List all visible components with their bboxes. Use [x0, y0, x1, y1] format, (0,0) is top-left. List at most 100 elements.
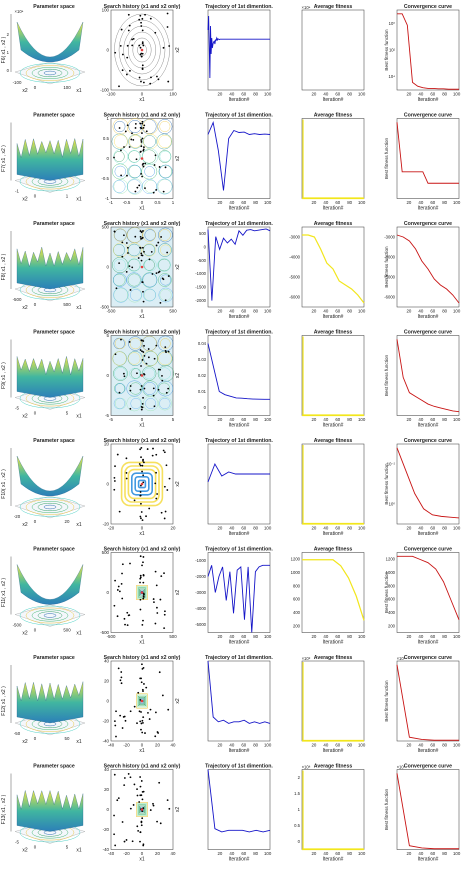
surface-tick: 0 [34, 85, 37, 90]
search-point [142, 148, 145, 151]
surface-z-label: F12( x1 , x2 ) [1, 686, 7, 716]
surface-z-label: F13( x1 , x2 ) [1, 794, 7, 824]
search-point [113, 720, 116, 723]
search-history-plot: -100 0 100 -100 0 100 x1 x2 [100, 8, 181, 104]
surface-z-tick: 2 [7, 32, 10, 37]
search-ylabel: x2 [175, 807, 181, 813]
convergence-plot: 20 40 60 80 100 Iteration# -6000 -5000 -4000 -300… [384, 226, 461, 320]
iter-tick: 60 [430, 634, 435, 639]
search-xtick: 20 [171, 526, 176, 531]
search-point [141, 246, 144, 249]
search-xlabel: x1 [139, 97, 145, 103]
col-title: Search history (x1 and x2 only) [104, 221, 181, 227]
search-point [134, 127, 137, 129]
surface-plot: F13( x1 , x2 ) x2 x1 -5 0 5 [1, 773, 86, 854]
search-point [125, 839, 128, 841]
trajectory-plot: 20 40 60 80 100 Iteration# 0 0.01 0.02 0.03 0.04 [198, 335, 272, 429]
row-F11: Parameter space Search history (x1 and x2… [1, 547, 461, 646]
search-xtick: 0 [141, 417, 144, 422]
iter-label: Iteration# [323, 531, 344, 537]
search-point [123, 375, 126, 378]
iter-tick: 80 [442, 200, 447, 205]
iter-tick: 40 [418, 526, 423, 531]
search-point [113, 156, 115, 159]
search-point [118, 590, 121, 593]
search-point [155, 584, 158, 587]
search-ytick: -5 [105, 413, 109, 418]
search-xtick: -20 [108, 526, 115, 531]
surface-z-label: F8( x1 , x2 ) [1, 253, 7, 280]
surface-tick: -1 [15, 189, 19, 194]
iter-tick: 100 [264, 526, 272, 531]
search-xtick: 20 [155, 743, 160, 748]
search-point [138, 44, 141, 47]
iter-tick: 80 [347, 309, 352, 314]
search-xtick: 0 [141, 851, 144, 856]
surface-z-scale: ×10⁴ [15, 9, 24, 14]
search-point [145, 515, 147, 518]
search-point [143, 344, 145, 347]
iter-label: Iteration# [229, 531, 250, 537]
iter-label: Iteration# [323, 857, 344, 863]
search-xlabel: x1 [139, 748, 145, 754]
search-point [120, 149, 122, 152]
search-point [134, 190, 137, 193]
search-point [143, 387, 146, 390]
surface-x1-label: x1 [76, 414, 82, 420]
search-history-plot: -40 -20 0 20 40 -40 -20 0 20 40 x1 x2 [103, 659, 181, 755]
surface-tick: -50 [14, 731, 21, 736]
search-point [129, 389, 132, 392]
iter-label: Iteration# [418, 206, 439, 212]
iter-tick: 80 [347, 200, 352, 205]
search-point [129, 385, 132, 387]
ytick: -4000 [384, 255, 395, 260]
surface-tick: 0 [34, 194, 37, 199]
search-point [129, 710, 132, 713]
search-ytick: -40 [103, 739, 110, 744]
surface-x2-label: x2 [22, 848, 28, 854]
col-title: Convergence curve [404, 221, 452, 227]
ytick: -1000 [195, 271, 206, 276]
iter-tick: 100 [358, 92, 366, 97]
iter-tick: 60 [335, 634, 340, 639]
surface-plot: F9( x1 , x2 ) x2 x1 -5 0 5 [1, 339, 86, 420]
col-title: Parameter space [33, 4, 75, 10]
search-point [157, 241, 160, 244]
search-xtick: 500 [169, 309, 177, 314]
search-point [131, 266, 134, 269]
search-ytick: 0 [107, 482, 110, 487]
conv-ylabel: Best fitness function [384, 463, 389, 505]
search-point [138, 463, 141, 465]
ytick: 1.5 [294, 791, 300, 796]
surface-mesh [16, 564, 84, 605]
iter-tick: 40 [229, 526, 234, 531]
iter-tick: 100 [264, 309, 272, 314]
search-point [126, 124, 129, 127]
iter-tick: 20 [217, 92, 222, 97]
search-point [145, 130, 148, 133]
search-ylabel: x2 [175, 373, 181, 379]
search-ytick: 0 [107, 373, 110, 378]
col-title: Trajectory of 1st dimention. [205, 547, 273, 553]
search-point [127, 252, 129, 254]
search-point [121, 572, 123, 575]
search-point [141, 564, 143, 567]
col-title: Parameter space [33, 655, 75, 661]
iter-label: Iteration# [323, 640, 344, 646]
search-xtick: -100 [107, 92, 116, 97]
search-point [158, 166, 161, 168]
search-xtick: -5 [109, 417, 113, 422]
search-point [121, 563, 124, 566]
search-point [141, 464, 144, 467]
col-title: Search history (x1 and x2 only) [104, 330, 181, 336]
search-ylabel: x2 [175, 156, 181, 162]
search-point [161, 379, 164, 382]
search-point [166, 12, 169, 15]
iter-label: Iteration# [229, 748, 250, 754]
surface-z-label: F9( x1 , x2 ) [1, 362, 7, 389]
search-point [119, 44, 122, 47]
search-point [131, 38, 134, 41]
search-point [142, 556, 145, 558]
search-point [140, 21, 142, 24]
